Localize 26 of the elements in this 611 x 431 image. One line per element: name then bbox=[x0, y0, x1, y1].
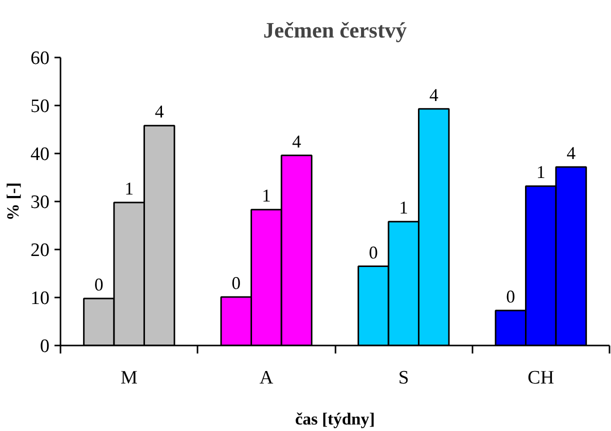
chart-title: Ječmen čerstvý bbox=[263, 18, 407, 42]
text: 4 bbox=[566, 142, 576, 163]
series-label: 4 bbox=[154, 102, 164, 122]
x-tick-label: M bbox=[120, 368, 138, 388]
y-tick-label: 60 bbox=[30, 48, 50, 69]
text: 1 bbox=[399, 198, 408, 218]
y-tick-label: 30 bbox=[30, 192, 50, 213]
x-tick-label: A bbox=[260, 368, 274, 388]
text: 0 bbox=[232, 273, 241, 294]
y-axis-title: % [-] bbox=[4, 182, 22, 221]
y-tick-label: 0 bbox=[40, 336, 50, 357]
x-tick-label: S bbox=[398, 368, 409, 388]
y-tick-label: 10 bbox=[30, 288, 50, 309]
y-tick-label: 20 bbox=[30, 240, 50, 261]
text: 0 bbox=[368, 242, 378, 262]
text: 4 bbox=[429, 84, 438, 105]
x-tick-label: CH bbox=[528, 368, 554, 388]
text: 4 bbox=[292, 131, 302, 152]
series-label: 1 bbox=[124, 178, 134, 198]
text: 1 bbox=[262, 186, 271, 206]
y-tick-label: 40 bbox=[30, 144, 50, 165]
series-label: 0 bbox=[94, 274, 104, 294]
x-axis-title: čas [týdny] bbox=[295, 410, 375, 428]
y-tick-label: 50 bbox=[30, 96, 50, 117]
text: 1 bbox=[536, 162, 546, 182]
text: 0 bbox=[506, 286, 516, 306]
